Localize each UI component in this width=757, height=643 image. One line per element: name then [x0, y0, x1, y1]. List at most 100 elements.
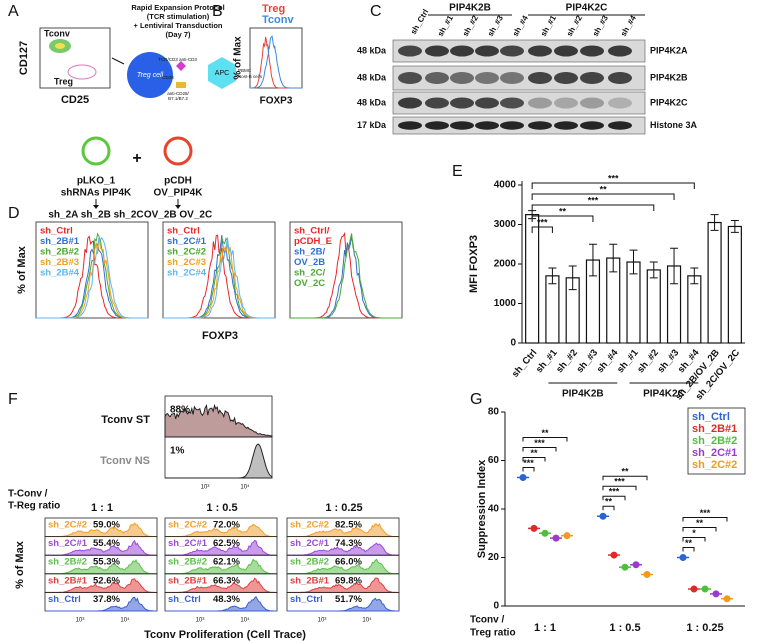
axis-label: FOXP3 [202, 330, 238, 342]
cell-label: APC [215, 70, 229, 77]
legend-label: sh_2C#4 [167, 268, 207, 279]
band [500, 121, 524, 130]
significance-bracket [522, 466, 535, 472]
percent-label: 52.6% [93, 575, 120, 586]
y-tick-label: 20 [488, 552, 500, 563]
lane-label: sh_#3 [591, 13, 610, 38]
significance-bracket [531, 226, 553, 233]
significance-bracket [531, 215, 594, 222]
y-tick-label: 3000 [494, 219, 517, 230]
band [450, 45, 474, 57]
x-tick-label: sh_#2 [554, 347, 580, 375]
lane-label: sh_#2 [461, 13, 480, 38]
band [554, 45, 578, 57]
lane-label: sh_Ctrl [409, 8, 431, 36]
tick-label: 10⁴ [240, 484, 250, 491]
axis-label: CD25 [61, 94, 89, 106]
band [398, 72, 422, 84]
panel-letter: D [8, 205, 20, 222]
x-tick-label: sh_Ctrl [510, 347, 539, 379]
size-label: 17 kDa [357, 120, 387, 130]
error-bar [629, 249, 638, 275]
legend-label: sh_Ctrl [692, 411, 730, 423]
significance-bracket [602, 485, 637, 491]
sample-label: sh_Ctrl [168, 594, 201, 605]
axis-label: % of Max [14, 540, 26, 589]
treg-gate [67, 64, 97, 80]
significance-label: *** [523, 458, 534, 468]
histogram-frame [289, 221, 403, 319]
tick-label: 10³ [201, 485, 210, 491]
percent-label: 55.4% [93, 538, 120, 549]
significance-bracket [522, 446, 557, 452]
panel-letter: B [212, 3, 223, 20]
legend-label: Treg [262, 3, 285, 15]
gate-label: Tconv [44, 28, 70, 38]
legend-label: sh_2B#1 [692, 423, 737, 435]
tick-label: 10³ [196, 618, 205, 624]
axis-label: % of Max [233, 36, 244, 80]
vector-name: pCDH [164, 176, 192, 187]
error-bar [588, 243, 597, 277]
significance-label: ** [600, 184, 608, 194]
size-label: 48 kDa [357, 97, 387, 107]
sample-label: sh_2C#1 [48, 538, 88, 549]
histogram [36, 236, 148, 319]
significance-label: *** [609, 487, 620, 497]
significance-label: ** [696, 518, 704, 528]
histogram [45, 596, 157, 612]
band [580, 121, 604, 130]
percent-label: 62.5% [213, 538, 240, 549]
percent-label: 66.3% [213, 575, 240, 586]
histogram-frame [162, 221, 276, 319]
band [425, 121, 449, 130]
bar [727, 225, 742, 344]
group-label: PIP4K2B [562, 389, 604, 400]
percent-label: 62.1% [213, 557, 240, 568]
percent-label: 74.3% [335, 538, 362, 549]
legend-label: Tconv [262, 14, 294, 26]
sample-label: sh_2B#2 [48, 557, 87, 568]
significance-label: ** [685, 538, 693, 548]
histogram [165, 523, 277, 538]
receptor [176, 61, 186, 71]
significance-bracket [682, 517, 728, 522]
tick-label: 10⁴ [120, 617, 130, 624]
receptor-label: CD28 [162, 75, 174, 80]
vector-products: OV_2B OV_2C [144, 210, 212, 221]
gate-label: Treg [54, 76, 73, 86]
histogram [165, 577, 277, 593]
significance-bracket [682, 527, 717, 532]
band [398, 121, 422, 130]
significance-bracket [522, 456, 546, 462]
vector-name: pLKO_1 [77, 176, 116, 187]
histogram [45, 559, 157, 575]
legend-label: sh_Ctrl/ [294, 226, 330, 237]
legend-label: sh_2B#3 [40, 257, 79, 268]
significance-bracket [602, 505, 615, 511]
band [475, 72, 499, 84]
band [475, 121, 499, 130]
sample-label: Tconv NS [100, 455, 150, 467]
error-bar [609, 243, 618, 273]
ratio-label: T-Reg ratio [8, 501, 60, 512]
band [475, 97, 499, 109]
lane-label: sh_#2 [565, 13, 584, 38]
legend-label: sh_2B#4 [40, 268, 80, 279]
lane-label: sh_#1 [436, 13, 455, 38]
plus: + [132, 150, 141, 167]
vector [81, 136, 111, 166]
histogram [287, 558, 399, 575]
sample-label: sh_2B#2 [168, 557, 207, 568]
band [500, 45, 524, 57]
apc [208, 57, 236, 89]
receptor-label: anti-CD3 [179, 57, 197, 62]
histogram-frame [249, 27, 303, 89]
arrow-head [93, 205, 99, 209]
sample-label: sh_Ctrl [290, 594, 323, 605]
protein-label: PIP4K2A [650, 45, 688, 55]
ratio: 1 : 1 [91, 502, 113, 514]
significance-label: *** [614, 477, 625, 487]
band [554, 121, 578, 130]
band [580, 72, 604, 84]
